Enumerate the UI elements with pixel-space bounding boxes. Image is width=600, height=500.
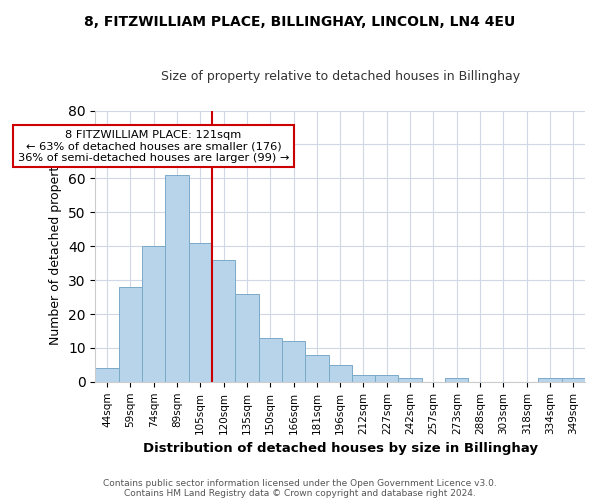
Bar — [142, 246, 165, 382]
Bar — [119, 287, 142, 382]
Text: Contains public sector information licensed under the Open Government Licence v3: Contains public sector information licen… — [103, 478, 497, 488]
Bar — [445, 378, 469, 382]
Bar — [375, 375, 398, 382]
Bar — [165, 175, 188, 382]
X-axis label: Distribution of detached houses by size in Billinghay: Distribution of detached houses by size … — [143, 442, 538, 455]
Bar — [188, 243, 212, 382]
Bar — [398, 378, 422, 382]
Y-axis label: Number of detached properties: Number of detached properties — [49, 148, 62, 344]
Text: 8, FITZWILLIAM PLACE, BILLINGHAY, LINCOLN, LN4 4EU: 8, FITZWILLIAM PLACE, BILLINGHAY, LINCOL… — [85, 15, 515, 29]
Bar — [282, 341, 305, 382]
Bar — [235, 294, 259, 382]
Bar — [352, 375, 375, 382]
Bar — [259, 338, 282, 382]
Text: Contains HM Land Registry data © Crown copyright and database right 2024.: Contains HM Land Registry data © Crown c… — [124, 488, 476, 498]
Bar — [305, 354, 329, 382]
Bar — [95, 368, 119, 382]
Text: 8 FITZWILLIAM PLACE: 121sqm
← 63% of detached houses are smaller (176)
36% of se: 8 FITZWILLIAM PLACE: 121sqm ← 63% of det… — [18, 130, 289, 162]
Bar — [538, 378, 562, 382]
Bar — [562, 378, 585, 382]
Bar — [329, 365, 352, 382]
Bar — [212, 260, 235, 382]
Title: Size of property relative to detached houses in Billinghay: Size of property relative to detached ho… — [161, 70, 520, 83]
